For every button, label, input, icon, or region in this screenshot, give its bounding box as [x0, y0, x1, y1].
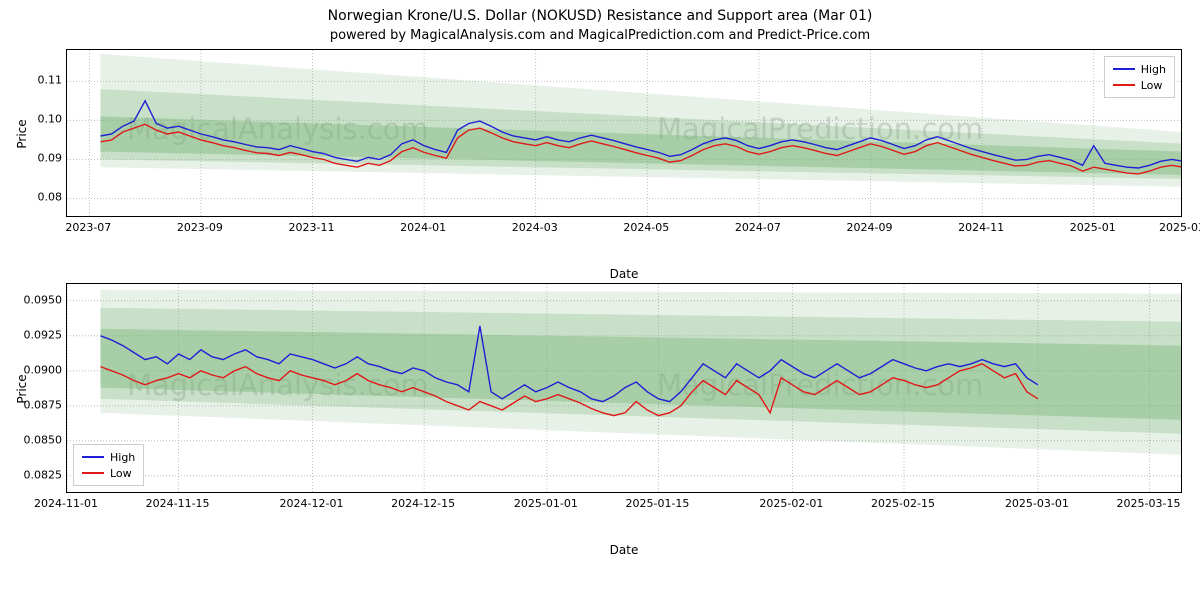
x-axis-label-1: Date: [66, 267, 1182, 281]
legend-label-high-1: High: [1141, 63, 1166, 76]
x-tick-label: 2025-02-15: [871, 497, 935, 510]
chart-svg-1: [67, 50, 1182, 217]
x-tick-label: 2024-05: [623, 221, 669, 234]
y-tick-label: 0.09: [2, 152, 62, 165]
x-tick-label: 2024-07: [735, 221, 781, 234]
chart-subtitle: powered by MagicalAnalysis.com and Magic…: [0, 24, 1200, 49]
legend-2: High Low: [73, 444, 144, 486]
x-tick-label: 2025-03: [1159, 221, 1200, 234]
legend-row-high-2: High: [82, 449, 135, 465]
legend-row-low-1: Low: [1113, 77, 1166, 93]
chart-top: Price MagicalAnalysis.com MagicalPredict…: [66, 49, 1182, 261]
x-tick-label: 2024-09: [847, 221, 893, 234]
legend-label-high-2: High: [110, 451, 135, 464]
legend-row-low-2: Low: [82, 465, 135, 481]
legend-swatch-low-2: [82, 472, 104, 474]
chart-svg-2: [67, 284, 1182, 493]
y-tick-label: 0.0925: [2, 328, 62, 341]
x-tick-label: 2024-12-01: [280, 497, 344, 510]
x-tick-label: 2024-11: [958, 221, 1004, 234]
x-tick-label: 2024-03: [512, 221, 558, 234]
y-tick-label: 0.0900: [2, 363, 62, 376]
y-tick-label: 0.11: [2, 74, 62, 87]
legend-swatch-high-2: [82, 456, 104, 458]
x-tick-label: 2023-07: [65, 221, 111, 234]
x-tick-label: 2025-03-01: [1005, 497, 1069, 510]
x-tick-label: 2024-01: [400, 221, 446, 234]
x-axis-label-2: Date: [66, 543, 1182, 557]
legend-1: High Low: [1104, 56, 1175, 98]
x-tick-label: 2024-11-01: [34, 497, 98, 510]
x-tick-label: 2025-03-15: [1117, 497, 1181, 510]
x-tick-label: 2024-11-15: [146, 497, 210, 510]
legend-label-low-1: Low: [1141, 79, 1163, 92]
legend-label-low-2: Low: [110, 467, 132, 480]
legend-swatch-high-1: [1113, 68, 1135, 70]
y-tick-label: 0.0875: [2, 398, 62, 411]
chart-bottom: Price MagicalAnalysis.com MagicalPredict…: [66, 283, 1182, 541]
x-tick-label: 2024-12-15: [391, 497, 455, 510]
x-tick-label: 2025-01-01: [514, 497, 578, 510]
x-tick-label: 2023-09: [177, 221, 223, 234]
x-tick-label: 2025-01: [1070, 221, 1116, 234]
legend-row-high-1: High: [1113, 61, 1166, 77]
plot-area-1: MagicalAnalysis.com MagicalPrediction.co…: [66, 49, 1182, 217]
figure-container: Norwegian Krone/U.S. Dollar (NOKUSD) Res…: [0, 0, 1200, 600]
legend-swatch-low-1: [1113, 84, 1135, 86]
y-tick-label: 0.0825: [2, 468, 62, 481]
x-tick-label: 2023-11: [289, 221, 335, 234]
chart-title: Norwegian Krone/U.S. Dollar (NOKUSD) Res…: [0, 0, 1200, 24]
x-tick-label: 2025-01-15: [626, 497, 690, 510]
y-tick-label: 0.0850: [2, 433, 62, 446]
x-tick-label: 2025-02-01: [759, 497, 823, 510]
y-tick-label: 0.10: [2, 113, 62, 126]
plot-area-2: MagicalAnalysis.com MagicalPrediction.co…: [66, 283, 1182, 493]
y-tick-label: 0.08: [2, 191, 62, 204]
y-tick-label: 0.0950: [2, 293, 62, 306]
